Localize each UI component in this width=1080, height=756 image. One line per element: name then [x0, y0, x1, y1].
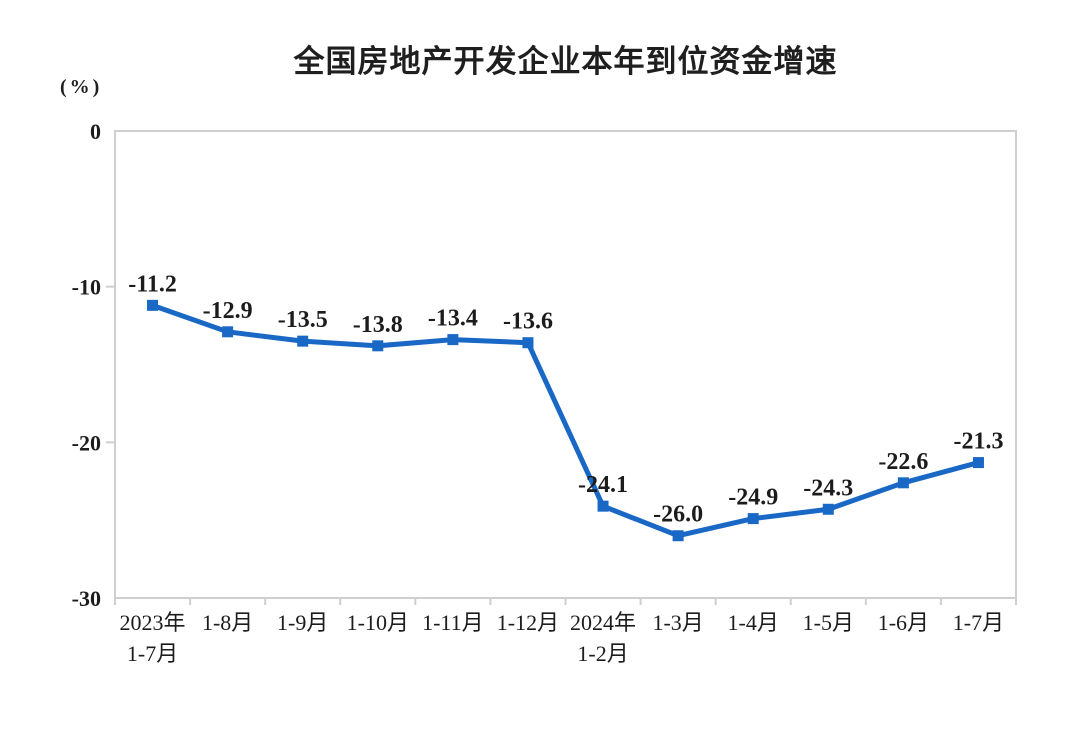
data-point-marker [972, 457, 984, 469]
x-tick-label: 1-7月 [127, 641, 178, 666]
y-tick-label: -10 [72, 275, 101, 300]
x-tick-label: 2023年 [120, 610, 186, 635]
x-tick-label: 2024年 [570, 610, 636, 635]
data-point-label: -24.3 [803, 475, 853, 501]
x-tick-label: 1-9月 [277, 610, 328, 635]
data-point-label: -11.2 [128, 271, 177, 297]
data-point-label: -24.1 [578, 472, 628, 498]
data-point-marker [447, 334, 459, 346]
data-point-marker [522, 337, 534, 349]
x-tick-label: 1-7月 [953, 610, 1004, 635]
x-tick-label: 1-4月 [728, 610, 779, 635]
x-tick-label: 1-3月 [652, 610, 703, 635]
y-tick-label: 0 [90, 119, 101, 144]
data-point-marker [222, 326, 234, 338]
data-point-marker [822, 503, 834, 515]
data-point-marker [747, 513, 759, 525]
data-point-label: -12.9 [203, 298, 253, 324]
data-point-marker [897, 477, 909, 489]
plot-border [114, 130, 1017, 599]
data-point-marker [297, 335, 309, 347]
data-point-label: -13.6 [503, 309, 553, 335]
data-point-label: -13.8 [353, 312, 403, 338]
x-tick-label: 1-6月 [878, 610, 929, 635]
data-point-marker [597, 500, 609, 512]
data-point-label: -21.3 [953, 429, 1003, 455]
data-point-marker [147, 299, 159, 311]
y-tick-label: -20 [72, 430, 101, 455]
data-point-label: -13.5 [278, 307, 328, 333]
data-point-label: -13.4 [428, 306, 478, 332]
x-tick-label: 1-5月 [803, 610, 854, 635]
data-point-label: -24.9 [728, 485, 778, 511]
data-point-marker [672, 530, 684, 542]
x-tick-label: 1-8月 [202, 610, 253, 635]
y-tick-label: -30 [72, 586, 101, 611]
x-tick-label: 1-11月 [422, 610, 484, 635]
data-series-line [150, 302, 981, 539]
data-point-label: -22.6 [878, 449, 928, 475]
x-tick-label: 1-10月 [347, 610, 409, 635]
data-point-label: -26.0 [653, 502, 703, 528]
x-tick-label: 1-12月 [497, 610, 559, 635]
data-point-marker [372, 340, 384, 352]
x-tick-label: 1-2月 [577, 641, 628, 666]
chart-title: 全国房地产开发企业本年到位资金增速 [293, 44, 838, 79]
y-axis-unit-label: (%) [60, 76, 103, 98]
